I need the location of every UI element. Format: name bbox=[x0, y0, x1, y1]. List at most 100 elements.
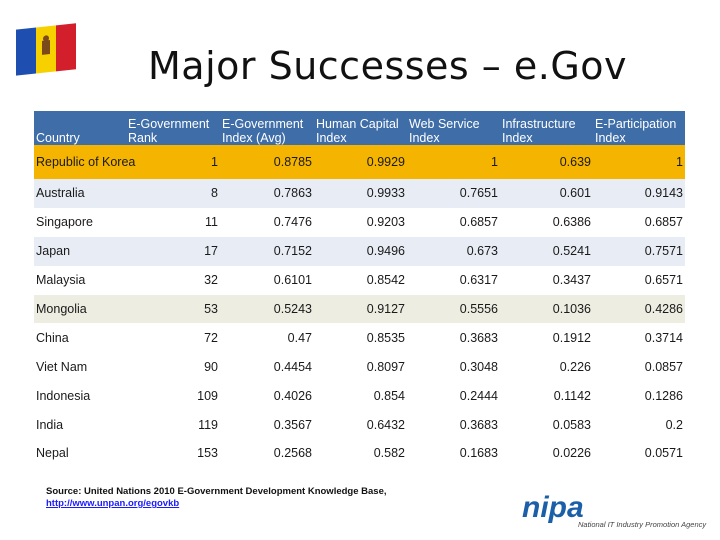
table-cell: 1 bbox=[593, 145, 685, 179]
table-cell: 90 bbox=[126, 352, 220, 382]
table-cell: 0.8535 bbox=[314, 323, 407, 353]
table-cell: 0.0857 bbox=[593, 352, 685, 382]
table-cell: 0.4454 bbox=[220, 352, 314, 382]
table-cell: 0.2 bbox=[593, 410, 685, 440]
table-cell: 0.7571 bbox=[593, 236, 685, 266]
table-cell: 0.0583 bbox=[500, 410, 593, 440]
table-cell: China bbox=[34, 323, 126, 353]
column-header: E-Government Rank bbox=[126, 111, 220, 145]
table-cell: 0.5241 bbox=[500, 236, 593, 266]
table-cell: 0.5243 bbox=[220, 294, 314, 324]
table-cell: 0.7651 bbox=[407, 179, 500, 208]
table-cell: 0.8097 bbox=[314, 352, 407, 382]
table-cell: 0.6571 bbox=[593, 265, 685, 295]
column-header: Human Capital Index bbox=[314, 111, 407, 145]
table-cell: 0.5556 bbox=[407, 294, 500, 324]
table-cell: 0.1683 bbox=[407, 439, 500, 468]
table-cell: 0.1142 bbox=[500, 381, 593, 411]
table-cell: 0.9496 bbox=[314, 236, 407, 266]
table-cell: 0.4286 bbox=[593, 294, 685, 324]
table-cell: 0.3567 bbox=[220, 410, 314, 440]
table-row: Singapore 11 0.7476 0.9203 0.6857 0.6386… bbox=[34, 207, 685, 237]
egov-ranking-table: Country E-Government Rank E-Government I… bbox=[34, 111, 685, 468]
table-cell: 0.7863 bbox=[220, 179, 314, 208]
moldova-flag-icon bbox=[16, 23, 76, 76]
table-cell: 0.1036 bbox=[500, 294, 593, 324]
table-row: Japan 17 0.7152 0.9496 0.673 0.5241 0.75… bbox=[34, 236, 685, 266]
table-row: Australia 8 0.7863 0.9933 0.7651 0.601 0… bbox=[34, 179, 685, 208]
table-cell: 0.3437 bbox=[500, 265, 593, 295]
logo-wordmark: nipa bbox=[522, 491, 584, 524]
table-cell: 11 bbox=[126, 207, 220, 237]
table-cell: 0.673 bbox=[407, 236, 500, 266]
table-cell: 0.3683 bbox=[407, 410, 500, 440]
table-row-korea: Republic of Korea 1 0.8785 0.9929 1 0.63… bbox=[34, 145, 685, 179]
table-cell: 0.9203 bbox=[314, 207, 407, 237]
table-cell: 0.0571 bbox=[593, 439, 685, 468]
table-row: Viet Nam 90 0.4454 0.8097 0.3048 0.226 0… bbox=[34, 352, 685, 382]
table-cell: 0.9933 bbox=[314, 179, 407, 208]
table-cell: 0.2444 bbox=[407, 381, 500, 411]
table-row: Indonesia 109 0.4026 0.854 0.2444 0.1142… bbox=[34, 381, 685, 411]
table-cell: Nepal bbox=[34, 439, 126, 468]
table-cell: 109 bbox=[126, 381, 220, 411]
table-cell: 0.6432 bbox=[314, 410, 407, 440]
table-cell: 0.226 bbox=[500, 352, 593, 382]
table-cell: Malaysia bbox=[34, 265, 126, 295]
column-header: Web Service Index bbox=[407, 111, 500, 145]
table-cell: 32 bbox=[126, 265, 220, 295]
table-cell: 0.47 bbox=[220, 323, 314, 353]
source-note: Source: United Nations 2010 E-Government… bbox=[46, 486, 387, 510]
table-cell: Republic of Korea bbox=[34, 145, 135, 179]
table-cell: Mongolia bbox=[34, 294, 126, 324]
table-cell: 0.0226 bbox=[500, 439, 593, 468]
table-cell: 0.6317 bbox=[407, 265, 500, 295]
table-cell: 0.639 bbox=[500, 145, 593, 179]
slide-title: Major Successes – e.Gov bbox=[148, 44, 628, 88]
table-cell: 0.7476 bbox=[220, 207, 314, 237]
logo-tagline: National IT Industry Promotion Agency bbox=[578, 520, 707, 529]
table-cell: Viet Nam bbox=[34, 352, 126, 382]
column-header: E-Government Index (Avg) bbox=[220, 111, 314, 145]
table-cell: 0.9143 bbox=[593, 179, 685, 208]
table-cell: 0.582 bbox=[314, 439, 407, 468]
table-cell: Singapore bbox=[34, 207, 126, 237]
table-cell: 0.6101 bbox=[220, 265, 314, 295]
table-cell: Japan bbox=[34, 236, 126, 266]
table-cell: 119 bbox=[126, 410, 220, 440]
table-row: Nepal 153 0.2568 0.582 0.1683 0.0226 0.0… bbox=[34, 439, 685, 468]
column-header: Country bbox=[34, 111, 126, 145]
table-cell: 0.3714 bbox=[593, 323, 685, 353]
table-cell: Australia bbox=[34, 179, 126, 208]
table-row: India 119 0.3567 0.6432 0.3683 0.0583 0.… bbox=[34, 410, 685, 440]
table-cell: 0.1912 bbox=[500, 323, 593, 353]
table-cell: 0.6857 bbox=[407, 207, 500, 237]
table-cell: 0.2568 bbox=[220, 439, 314, 468]
table-cell: 0.1286 bbox=[593, 381, 685, 411]
table-row: China 72 0.47 0.8535 0.3683 0.1912 0.371… bbox=[34, 323, 685, 353]
table-cell: 153 bbox=[126, 439, 220, 468]
table-cell: 72 bbox=[126, 323, 220, 353]
table-cell: 0.601 bbox=[500, 179, 593, 208]
table-cell: 0.8785 bbox=[220, 145, 314, 179]
column-header: Infrastructure Index bbox=[500, 111, 593, 145]
table-cell: 53 bbox=[126, 294, 220, 324]
table-cell: 0.9929 bbox=[314, 145, 407, 179]
nipa-logo: nipa National IT Industry Promotion Agen… bbox=[522, 491, 707, 529]
table-cell: 1 bbox=[126, 145, 220, 179]
table-cell: 0.7152 bbox=[220, 236, 314, 266]
table-cell: 17 bbox=[126, 236, 220, 266]
table-cell: India bbox=[34, 410, 126, 440]
source-link[interactable]: http://www.unpan.org/egovkb bbox=[46, 498, 180, 509]
table-cell: 0.3683 bbox=[407, 323, 500, 353]
table-row: Mongolia 53 0.5243 0.9127 0.5556 0.1036 … bbox=[34, 294, 685, 324]
table-cell: 0.4026 bbox=[220, 381, 314, 411]
table-cell: Indonesia bbox=[34, 381, 126, 411]
column-header: E-Participation Index bbox=[593, 111, 685, 145]
table-cell: 0.9127 bbox=[314, 294, 407, 324]
table-cell: 0.854 bbox=[314, 381, 407, 411]
table-cell: 8 bbox=[126, 179, 220, 208]
source-text: Source: United Nations 2010 E-Government… bbox=[46, 486, 387, 497]
table-cell: 0.3048 bbox=[407, 352, 500, 382]
table-header-row: Country E-Government Rank E-Government I… bbox=[34, 111, 685, 145]
